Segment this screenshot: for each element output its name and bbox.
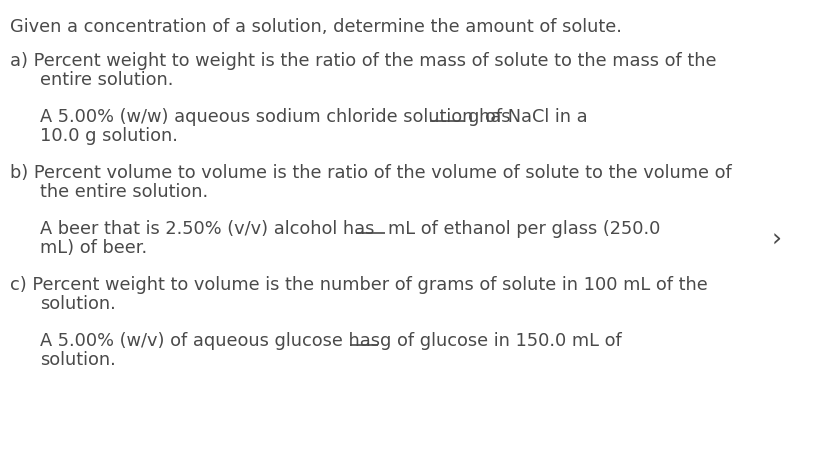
- Text: mL) of beer.: mL) of beer.: [40, 239, 147, 257]
- Text: b) Percent volume to volume is the ratio of the volume of solute to the volume o: b) Percent volume to volume is the ratio…: [10, 164, 732, 182]
- Text: g of NaCl in a: g of NaCl in a: [468, 108, 588, 126]
- Text: mL of ethanol per glass (250.0: mL of ethanol per glass (250.0: [388, 220, 660, 238]
- Text: solution.: solution.: [40, 351, 116, 369]
- Text: A 5.00% (w/w) aqueous sodium chloride solution has: A 5.00% (w/w) aqueous sodium chloride so…: [40, 108, 510, 126]
- Text: a) Percent weight to weight is the ratio of the mass of solute to the mass of th: a) Percent weight to weight is the ratio…: [10, 52, 716, 70]
- Text: g of glucose in 150.0 mL of: g of glucose in 150.0 mL of: [380, 332, 622, 350]
- Text: entire solution.: entire solution.: [40, 71, 173, 89]
- Text: solution.: solution.: [40, 295, 116, 313]
- Text: A beer that is 2.50% (v/v) alcohol has: A beer that is 2.50% (v/v) alcohol has: [40, 220, 374, 238]
- Text: the entire solution.: the entire solution.: [40, 183, 208, 201]
- Text: c) Percent weight to volume is the number of grams of solute in 100 mL of the: c) Percent weight to volume is the numbe…: [10, 276, 707, 294]
- Text: ›: ›: [772, 228, 782, 252]
- Text: 10.0 g solution.: 10.0 g solution.: [40, 127, 178, 145]
- Text: A 5.00% (w/v) of aqueous glucose has: A 5.00% (w/v) of aqueous glucose has: [40, 332, 380, 350]
- Text: Given a concentration of a solution, determine the amount of solute.: Given a concentration of a solution, det…: [10, 18, 622, 36]
